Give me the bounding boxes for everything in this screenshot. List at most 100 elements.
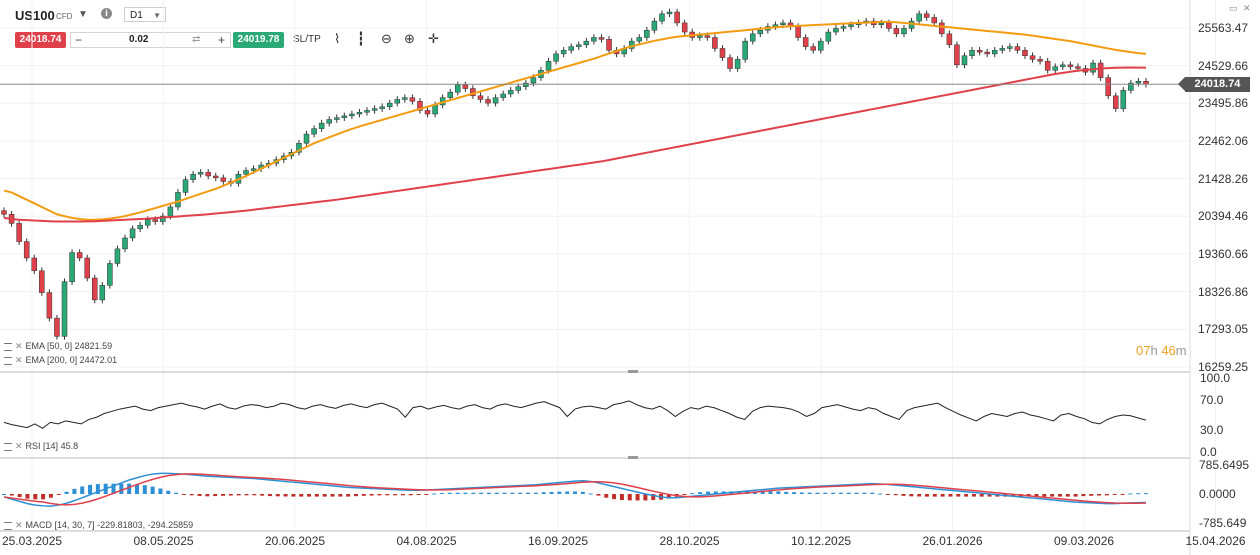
- rsi-legend-label: RSI [14] 45.8: [25, 441, 79, 451]
- remove-indicator-icon[interactable]: ✕: [15, 520, 23, 530]
- macd-histogram-bar: [127, 483, 132, 494]
- candle-body: [356, 111, 363, 115]
- candle-body: [727, 57, 733, 69]
- macd-histogram-bar: [682, 494, 687, 495]
- quantity-value[interactable]: 0.02: [129, 34, 149, 45]
- macd-histogram-bar: [924, 494, 929, 497]
- close-icon[interactable]: ✕: [1243, 3, 1251, 13]
- candle-body: [901, 28, 907, 35]
- ema50-line: [3, 20, 1147, 221]
- candle-body: [54, 317, 60, 337]
- candle-body: [848, 24, 854, 27]
- candle-body: [371, 108, 378, 111]
- remove-indicator-icon[interactable]: ✕: [15, 341, 23, 351]
- macd-histogram-bar: [314, 494, 319, 497]
- macd-histogram-bar: [158, 488, 163, 494]
- candle-body: [23, 241, 30, 259]
- date-tick-label: 28.10.2025: [659, 534, 720, 548]
- candle-body: [606, 39, 612, 51]
- timeframe-value: D1: [130, 10, 143, 21]
- candle-body: [946, 33, 953, 46]
- increase-quantity-button[interactable]: +: [217, 33, 225, 47]
- macd-histogram-bar: [862, 492, 867, 494]
- candle-body: [704, 35, 711, 38]
- macd-histogram-bar: [573, 491, 577, 494]
- macd-tick-label: 0.0000: [1199, 487, 1236, 501]
- candle-body: [152, 219, 159, 222]
- macd-histogram-bar: [1057, 494, 1062, 497]
- macd-histogram-bar: [854, 492, 859, 494]
- zoom-in-icon[interactable]: ⊕: [404, 31, 415, 46]
- macd-histogram-bar: [1050, 494, 1055, 497]
- candle-body: [916, 13, 922, 22]
- macd-legend[interactable]: ✕ MACD [14, 30, 7] -229.81803, -294.25859: [4, 520, 193, 531]
- candle-body: [341, 115, 348, 118]
- crosshair-icon[interactable]: ✛: [428, 31, 439, 46]
- macd-histogram-bar: [541, 492, 546, 494]
- zoom-out-icon[interactable]: ⊖: [381, 31, 392, 46]
- info-icon[interactable]: i: [101, 8, 112, 19]
- macd-histogram-bar: [119, 483, 124, 494]
- candle-body: [160, 215, 166, 222]
- macd-histogram-bar: [17, 494, 22, 498]
- symbol-name[interactable]: US100: [15, 8, 55, 23]
- swap-icon[interactable]: ⇄: [192, 34, 201, 45]
- macd-histogram-bar: [424, 494, 429, 495]
- candle-body: [197, 172, 204, 175]
- rsi-tick-label: 100.0: [1200, 371, 1231, 385]
- candle-body: [1105, 77, 1111, 97]
- window-restore-icon[interactable]: ▭: [1229, 3, 1238, 13]
- macd-histogram-bar: [455, 492, 460, 494]
- macd-histogram-bar: [885, 494, 890, 495]
- remove-indicator-icon[interactable]: ✕: [15, 441, 23, 451]
- candle-body: [749, 33, 756, 42]
- candle-body: [114, 248, 121, 264]
- macd-histogram-bar: [666, 494, 671, 499]
- macd-histogram-bar: [330, 494, 335, 497]
- candle-body: [175, 192, 181, 208]
- macd-histogram-bar: [416, 494, 421, 495]
- candlestick-icon[interactable]: ┇: [357, 31, 365, 46]
- macd-histogram-bar: [353, 494, 358, 497]
- candle-body: [591, 37, 597, 42]
- candle-body: [583, 40, 590, 46]
- macd-histogram-bar: [1120, 494, 1125, 495]
- ema50-legend[interactable]: ✕ EMA [50, 0] 24821.59: [4, 341, 112, 352]
- symbol-dropdown-chevron-icon[interactable]: ▼: [78, 9, 88, 20]
- rsi-legend[interactable]: ✕ RSI [14] 45.8: [4, 441, 78, 452]
- settings-icon[interactable]: [4, 342, 12, 351]
- macd-histogram-bar: [1065, 494, 1070, 497]
- macd-histogram-bar: [823, 492, 828, 494]
- macd-histogram-bar: [838, 492, 843, 494]
- settings-icon[interactable]: [4, 521, 12, 530]
- macd-histogram-bar: [56, 494, 61, 495]
- settings-icon[interactable]: [4, 356, 12, 365]
- price-tick-label: 18326.86: [1198, 284, 1249, 299]
- pane-resize-handle: [628, 370, 638, 373]
- price-tick-label: 16259.25: [1198, 360, 1249, 374]
- line-chart-icon[interactable]: ⌇: [334, 31, 341, 46]
- remove-indicator-icon[interactable]: ✕: [15, 355, 23, 365]
- macd-histogram-bar: [807, 492, 812, 494]
- macd-histogram-bar: [95, 484, 100, 494]
- macd-histogram-bar: [698, 492, 703, 494]
- sltp-button[interactable]: SL/TP: [293, 34, 321, 45]
- macd-histogram-bar: [111, 483, 116, 494]
- price-tick-label: 19360.66: [1198, 246, 1249, 261]
- macd-histogram-bar: [1144, 493, 1148, 495]
- buy-price-button[interactable]: 24019.78: [233, 32, 284, 48]
- candle-body: [46, 292, 53, 319]
- decrease-quantity-button[interactable]: −: [75, 33, 83, 47]
- ema200-legend[interactable]: ✕ EMA [200, 0] 24472.01: [4, 355, 117, 366]
- candle-body: [1014, 46, 1021, 51]
- macd-histogram-bar: [9, 494, 14, 496]
- quantity-stepper[interactable]: − 0.02 ⇄ +: [70, 32, 231, 48]
- macd-histogram-bar: [588, 493, 593, 495]
- candle-body: [144, 219, 151, 226]
- timeframe-select[interactable]: D1 ▼: [124, 7, 166, 22]
- candle-body: [455, 84, 461, 93]
- candle-body: [802, 37, 809, 47]
- settings-icon[interactable]: [4, 442, 12, 451]
- sell-price-button[interactable]: 24018.74: [15, 32, 66, 48]
